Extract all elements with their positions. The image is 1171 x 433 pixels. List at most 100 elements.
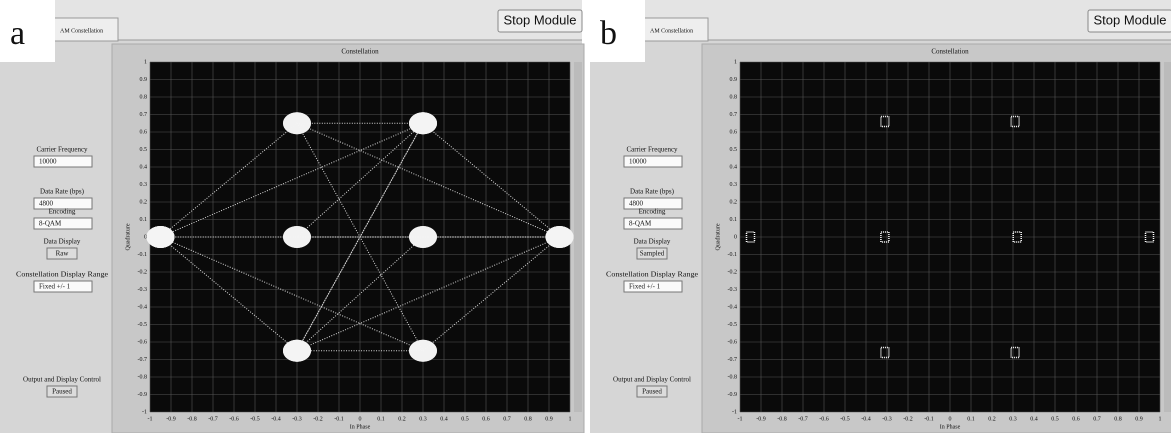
x-tick-label: 0.5 <box>461 416 469 422</box>
x-tick-label: -0.9 <box>166 416 176 422</box>
x-tick-label: 0.3 <box>1009 416 1017 422</box>
y-tick-label: -0.8 <box>728 374 738 380</box>
y-tick-label: -0.9 <box>728 392 738 398</box>
x-tick-label: 0.8 <box>1114 416 1122 422</box>
stop-button-label: Stop Module <box>1094 12 1167 27</box>
y-tick-label: 1 <box>734 59 737 65</box>
field-value: Fixed +/- 1 <box>629 283 661 291</box>
y-tick-label: -0.4 <box>138 304 148 310</box>
y-tick-label: 0.9 <box>730 77 738 83</box>
x-tick-label: -0.8 <box>777 416 787 422</box>
x-tick-label: -0.4 <box>271 416 281 422</box>
y-tick-label: 0.1 <box>140 217 148 223</box>
button[interactable] <box>46 385 78 398</box>
y-tick-label: 0.7 <box>730 112 738 118</box>
field[interactable] <box>623 197 683 210</box>
y-tick-label: 0.2 <box>140 199 148 205</box>
x-tick-label: -0.8 <box>187 416 197 422</box>
button-label: Sampled <box>640 250 665 258</box>
tab-label: AM Constellation <box>60 28 103 34</box>
y-tick-label: -0.6 <box>138 339 148 345</box>
y-tick-label: -0.5 <box>138 322 148 328</box>
x-tick-label: -0.1 <box>924 416 934 422</box>
y-tick-label: -0.7 <box>728 357 738 363</box>
button-label: Raw <box>56 250 70 258</box>
field-value: 4800 <box>39 200 54 208</box>
x-tick-label: 0.4 <box>1030 416 1038 422</box>
y-axis-label: Quadrature <box>125 223 131 250</box>
y-tick-label: 0.6 <box>730 129 738 135</box>
y-tick-label: 0.3 <box>730 182 738 188</box>
field[interactable] <box>33 280 93 293</box>
x-tick-label: -0.3 <box>292 416 302 422</box>
control-label: Encoding <box>49 208 76 216</box>
x-tick-label: 0.5 <box>1051 416 1059 422</box>
y-tick-label: 0.8 <box>730 94 738 100</box>
panel: AM Constellation b Stop Module Carrier Freq… <box>590 0 1171 433</box>
x-tick-label: 0.9 <box>545 416 553 422</box>
control-label: Output and Display Control <box>613 376 691 384</box>
control-label: Carrier Frequency <box>626 146 678 154</box>
y-tick-label: 0.5 <box>140 147 148 153</box>
field[interactable] <box>33 217 93 230</box>
scrollbar <box>1164 62 1171 412</box>
control-label: Output and Display Control <box>23 376 101 384</box>
x-tick-label: 0.9 <box>1135 416 1143 422</box>
chart-title: Constellation <box>931 48 969 56</box>
button[interactable] <box>636 385 668 398</box>
control-label: Data Rate (bps) <box>630 188 675 196</box>
y-tick-label: 0 <box>144 234 147 240</box>
field[interactable] <box>623 217 683 230</box>
panel-letter: a <box>10 15 25 52</box>
x-tick-label: -0.5 <box>250 416 260 422</box>
x-tick-label: 0.6 <box>1072 416 1080 422</box>
field[interactable] <box>623 280 683 293</box>
button[interactable] <box>636 247 668 260</box>
field[interactable] <box>33 197 93 210</box>
y-tick-label: 0.8 <box>140 94 148 100</box>
point-cluster <box>545 226 574 248</box>
control-label: Constellation Display Range <box>606 271 698 279</box>
x-tick-label: -0.7 <box>208 416 218 422</box>
control-label: Carrier Frequency <box>36 146 88 154</box>
x-tick-label: -0.6 <box>229 416 239 422</box>
field-value: 10000 <box>629 158 647 166</box>
x-axis-label: In Phase <box>940 424 961 430</box>
field-value: Fixed +/- 1 <box>39 283 71 291</box>
y-tick-label: -0.7 <box>138 357 148 363</box>
y-tick-label: -0.1 <box>138 252 148 258</box>
x-tick-label: -1 <box>738 416 743 422</box>
point-cluster <box>1144 231 1155 243</box>
x-tick-label: 0.6 <box>482 416 490 422</box>
point-cluster <box>146 226 175 248</box>
field-value: 10000 <box>39 158 57 166</box>
x-tick-label: 0.1 <box>377 416 385 422</box>
x-tick-label: -0.5 <box>840 416 850 422</box>
button[interactable] <box>46 247 78 260</box>
control-label: Data Display <box>634 238 671 246</box>
y-tick-label: 0.4 <box>140 164 148 170</box>
x-tick-label: 0 <box>949 416 952 422</box>
y-tick-label: 0.4 <box>730 164 738 170</box>
scrollbar <box>574 62 582 412</box>
point-cluster <box>283 226 311 248</box>
stop-button-label: Stop Module <box>504 12 577 27</box>
stop-button[interactable] <box>1087 9 1171 33</box>
y-tick-label: -1 <box>142 409 147 415</box>
point-cluster <box>745 231 756 243</box>
y-tick-label: -0.3 <box>728 287 738 293</box>
x-tick-label: -0.2 <box>903 416 913 422</box>
field-value: 8-QAM <box>39 220 62 228</box>
field[interactable] <box>33 155 93 168</box>
field[interactable] <box>623 155 683 168</box>
y-tick-label: 1 <box>144 59 147 65</box>
y-tick-label: 0.9 <box>140 77 148 83</box>
y-tick-label: -0.8 <box>138 374 148 380</box>
x-axis-label: In Phase <box>350 424 371 430</box>
stop-button[interactable] <box>497 9 583 33</box>
y-tick-label: 0.6 <box>140 129 148 135</box>
panel-letter: b <box>600 15 617 52</box>
y-tick-label: -0.2 <box>138 269 148 275</box>
x-tick-label: -0.2 <box>313 416 323 422</box>
y-tick-label: 0.2 <box>730 199 738 205</box>
